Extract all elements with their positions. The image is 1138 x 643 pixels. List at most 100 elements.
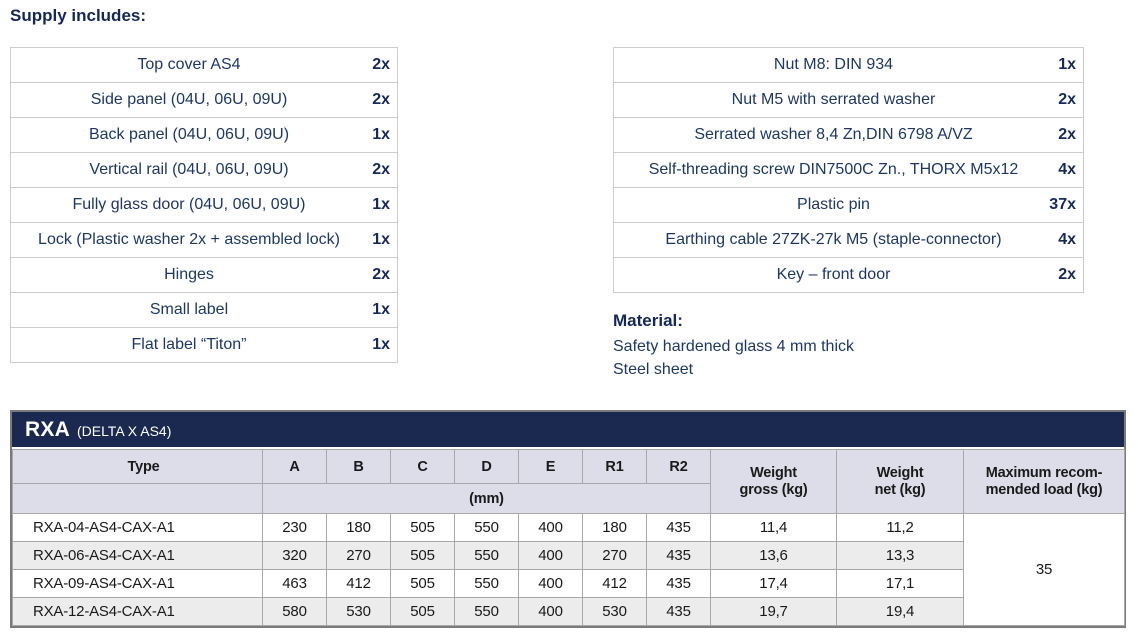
cell-r1: 530 bbox=[582, 597, 647, 626]
col-header-e: E bbox=[518, 449, 583, 484]
spec-data-row: RXA-04-AS4-CAX-A1 230 180 505 550 400 18… bbox=[12, 513, 1125, 626]
supply-item-qty: 2x bbox=[1058, 266, 1076, 283]
material-heading: Material: bbox=[613, 311, 683, 330]
col-header-a: A bbox=[262, 449, 327, 484]
supply-item-qty: 37x bbox=[1049, 196, 1076, 213]
cell-r1: 270 bbox=[582, 541, 647, 570]
supply-item-label: Earthing cable 27ZK-27k M5 (staple-conne… bbox=[665, 231, 1002, 248]
cell-r2: 435 bbox=[646, 569, 711, 598]
cell-c: 505 bbox=[390, 597, 455, 626]
cell-a: 230 bbox=[262, 513, 327, 542]
supply-row: Back panel (04U, 06U, 09U) 1x bbox=[11, 118, 397, 153]
cell-a: 463 bbox=[262, 569, 327, 598]
supply-item-label: Key – front door bbox=[776, 266, 891, 283]
supply-item-qty: 1x bbox=[1058, 56, 1076, 73]
col-header-r1: R1 bbox=[582, 449, 647, 484]
supply-row: Self-threading screw DIN7500C Zn., THORX… bbox=[614, 153, 1083, 188]
supply-row: Earthing cable 27ZK-27k M5 (staple-conne… bbox=[614, 223, 1083, 258]
supply-item-label: Top cover AS4 bbox=[137, 56, 241, 73]
cell-b: 530 bbox=[326, 597, 391, 626]
supply-item-qty: 2x bbox=[1058, 126, 1076, 143]
spec-data-row: RXA-09-AS4-CAX-A1 463 412 505 550 400 41… bbox=[12, 569, 1125, 598]
supply-row: Lock (Plastic washer 2x + assembled lock… bbox=[11, 223, 397, 258]
supply-item-label: Self-threading screw DIN7500C Zn., THORX… bbox=[648, 161, 1019, 178]
cell-weight-net: 13,3 bbox=[836, 541, 964, 570]
cell-d: 550 bbox=[454, 597, 519, 626]
cell-c: 505 bbox=[390, 569, 455, 598]
supply-item-label: Nut M8: DIN 934 bbox=[773, 56, 894, 73]
cell-r2: 435 bbox=[646, 541, 711, 570]
supply-item-label: Plastic pin bbox=[797, 196, 870, 213]
supply-item-label: Fully glass door (04U, 06U, 09U) bbox=[72, 196, 306, 213]
col-header-weight-gross: Weight gross (kg) bbox=[710, 449, 837, 514]
material-section: Material: Safety hardened glass 4 mm thi… bbox=[613, 311, 854, 381]
supply-item-qty: 4x bbox=[1058, 231, 1076, 248]
col-header-b: B bbox=[326, 449, 391, 484]
spec-table-title-bar: RXA (DELTA X AS4) bbox=[12, 412, 1124, 449]
supply-item-label: Lock (Plastic washer 2x + assembled lock… bbox=[38, 231, 340, 248]
supply-table-left: Top cover AS4 2x Side panel (04U, 06U, 0… bbox=[10, 47, 398, 363]
supply-row: Serrated washer 8,4 Zn,DIN 6798 A/VZ 2x bbox=[614, 118, 1083, 153]
supply-item-label: Side panel (04U, 06U, 09U) bbox=[90, 91, 288, 108]
cell-r1: 412 bbox=[582, 569, 647, 598]
supply-item-qty: 2x bbox=[372, 266, 390, 283]
cell-weight-net: 11,2 bbox=[836, 513, 964, 542]
supply-row: Nut M8: DIN 934 1x bbox=[614, 48, 1083, 83]
supply-item-qty: 1x bbox=[372, 196, 390, 213]
spec-table-title: RXA bbox=[25, 418, 70, 441]
supply-item-qty: 2x bbox=[1058, 91, 1076, 108]
supply-item-qty: 1x bbox=[372, 336, 390, 353]
cell-d: 550 bbox=[454, 569, 519, 598]
col-header-type: Type bbox=[12, 449, 263, 484]
cell-b: 412 bbox=[326, 569, 391, 598]
cell-e: 400 bbox=[518, 541, 583, 570]
cell-c: 505 bbox=[390, 513, 455, 542]
supply-row: Plastic pin 37x bbox=[614, 188, 1083, 223]
supply-item-label: Hinges bbox=[164, 266, 214, 283]
cell-r2: 435 bbox=[646, 597, 711, 626]
supply-item-qty: 2x bbox=[372, 161, 390, 178]
col-header-r2: R2 bbox=[646, 449, 711, 484]
cell-b: 180 bbox=[326, 513, 391, 542]
col-header-max-load: Maximum recom- mended load (kg) bbox=[963, 449, 1125, 514]
spec-table-title-suffix: (DELTA X AS4) bbox=[76, 423, 172, 439]
supply-item-label: Vertical rail (04U, 06U, 09U) bbox=[89, 161, 289, 178]
cell-type: RXA-06-AS4-CAX-A1 bbox=[12, 541, 263, 570]
supply-item-qty: 2x bbox=[372, 91, 390, 108]
cell-max-load: 35 bbox=[963, 513, 1125, 626]
supply-row: Small label 1x bbox=[11, 293, 397, 328]
cell-a: 580 bbox=[262, 597, 327, 626]
supply-item-label: Small label bbox=[149, 301, 229, 318]
material-line: Safety hardened glass 4 mm thick bbox=[613, 338, 855, 355]
supply-row: Side panel (04U, 06U, 09U) 2x bbox=[11, 83, 397, 118]
supply-row: Key – front door 2x bbox=[614, 258, 1083, 293]
supply-item-label: Back panel (04U, 06U, 09U) bbox=[88, 126, 290, 143]
supply-row: Flat label “Titon” 1x bbox=[11, 328, 397, 363]
cell-weight-net: 19,4 bbox=[836, 597, 964, 626]
col-header-weight-net: Weight net (kg) bbox=[836, 449, 964, 514]
cell-weight-gross: 13,6 bbox=[710, 541, 837, 570]
material-line: Steel sheet bbox=[613, 361, 694, 378]
supply-item-qty: 2x bbox=[372, 56, 390, 73]
cell-weight-net: 17,1 bbox=[836, 569, 964, 598]
spec-header-row: Type A B C D E R1 R2 Weight gross (kg) W… bbox=[12, 449, 1125, 514]
supply-row: Fully glass door (04U, 06U, 09U) 1x bbox=[11, 188, 397, 223]
supply-item-label: Serrated washer 8,4 Zn,DIN 6798 A/VZ bbox=[694, 126, 973, 143]
col-header-d: D bbox=[454, 449, 519, 484]
cell-r2: 435 bbox=[646, 513, 711, 542]
supply-item-qty: 1x bbox=[372, 231, 390, 248]
supply-item-qty: 1x bbox=[372, 301, 390, 318]
cell-a: 320 bbox=[262, 541, 327, 570]
empty-header-cell bbox=[12, 483, 263, 514]
spec-table-section: RXA (DELTA X AS4) Type A B C D E R1 R2 bbox=[10, 410, 1126, 628]
supply-item-label: Flat label “Titon” bbox=[131, 336, 247, 353]
cell-e: 400 bbox=[518, 513, 583, 542]
spec-data-row: RXA-06-AS4-CAX-A1 320 270 505 550 400 27… bbox=[12, 541, 1125, 570]
supply-row: Hinges 2x bbox=[11, 258, 397, 293]
cell-e: 400 bbox=[518, 597, 583, 626]
supply-item-qty: 1x bbox=[372, 126, 390, 143]
cell-d: 550 bbox=[454, 513, 519, 542]
cell-c: 505 bbox=[390, 541, 455, 570]
supply-item-label: Nut M5 with serrated washer bbox=[731, 91, 936, 108]
